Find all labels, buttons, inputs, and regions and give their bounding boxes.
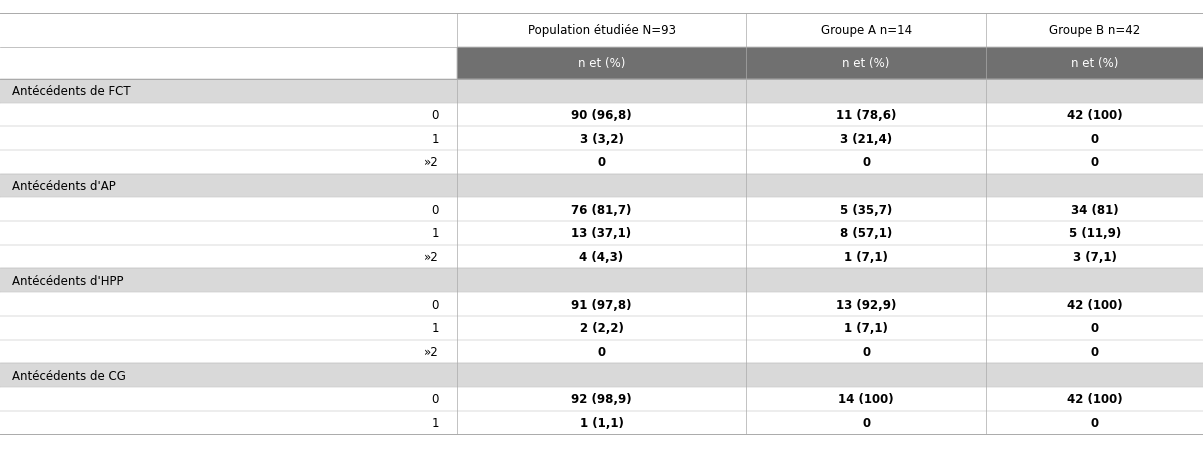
Text: 0: 0 <box>1091 416 1098 429</box>
Text: 0: 0 <box>1091 345 1098 358</box>
Text: Antécédents d'HPP: Antécédents d'HPP <box>12 274 124 287</box>
Text: 0: 0 <box>1091 132 1098 145</box>
Bar <box>457 48 1203 80</box>
Text: Groupe B n=42: Groupe B n=42 <box>1049 24 1140 37</box>
Text: 1 (7,1): 1 (7,1) <box>845 322 888 334</box>
Text: »2: »2 <box>425 156 439 169</box>
Bar <box>0 174 1203 198</box>
Text: 0: 0 <box>1091 322 1098 334</box>
Text: 91 (97,8): 91 (97,8) <box>571 298 632 311</box>
Text: 1 (1,1): 1 (1,1) <box>580 416 623 429</box>
Bar <box>0 80 1203 103</box>
Bar <box>0 198 1203 222</box>
Text: 0: 0 <box>863 345 870 358</box>
Bar <box>0 364 1203 387</box>
Text: Antécédents de FCT: Antécédents de FCT <box>12 85 131 98</box>
Text: 0: 0 <box>432 298 439 311</box>
Text: 3 (7,1): 3 (7,1) <box>1073 251 1116 263</box>
Text: 2 (2,2): 2 (2,2) <box>580 322 623 334</box>
Text: »2: »2 <box>425 251 439 263</box>
Text: n et (%): n et (%) <box>1071 57 1119 70</box>
Text: 42 (100): 42 (100) <box>1067 298 1122 311</box>
Text: 8 (57,1): 8 (57,1) <box>840 227 893 240</box>
Text: 0: 0 <box>863 156 870 169</box>
Bar <box>0 245 1203 269</box>
Bar <box>0 340 1203 364</box>
Text: 0: 0 <box>432 393 439 405</box>
Text: 5 (35,7): 5 (35,7) <box>840 203 893 216</box>
Text: 1: 1 <box>432 227 439 240</box>
Text: n et (%): n et (%) <box>842 57 890 70</box>
Text: 0: 0 <box>432 203 439 216</box>
Text: 0: 0 <box>598 345 605 358</box>
Text: 0: 0 <box>432 109 439 121</box>
Text: n et (%): n et (%) <box>577 57 626 70</box>
Text: 1: 1 <box>432 322 439 334</box>
Bar <box>0 293 1203 316</box>
Text: 13 (37,1): 13 (37,1) <box>571 227 632 240</box>
Bar <box>0 151 1203 174</box>
Bar <box>0 411 1203 435</box>
Text: 90 (96,8): 90 (96,8) <box>571 109 632 121</box>
Text: 1: 1 <box>432 416 439 429</box>
Text: 13 (92,9): 13 (92,9) <box>836 298 896 311</box>
Bar <box>0 127 1203 151</box>
Text: 4 (4,3): 4 (4,3) <box>580 251 623 263</box>
Text: 3 (3,2): 3 (3,2) <box>580 132 623 145</box>
Bar <box>0 103 1203 127</box>
Text: Groupe A n=14: Groupe A n=14 <box>820 24 912 37</box>
Bar <box>0 387 1203 411</box>
Text: Antécédents de CG: Antécédents de CG <box>12 369 126 382</box>
Text: 1: 1 <box>432 132 439 145</box>
Text: 14 (100): 14 (100) <box>838 393 894 405</box>
Text: 34 (81): 34 (81) <box>1071 203 1119 216</box>
Bar <box>0 316 1203 340</box>
Text: Antécédents d'AP: Antécédents d'AP <box>12 180 115 192</box>
Text: 5 (11,9): 5 (11,9) <box>1068 227 1121 240</box>
Text: 11 (78,6): 11 (78,6) <box>836 109 896 121</box>
Text: 0: 0 <box>598 156 605 169</box>
Text: 0: 0 <box>863 416 870 429</box>
Text: 0: 0 <box>1091 156 1098 169</box>
Bar <box>0 222 1203 245</box>
Text: 1 (7,1): 1 (7,1) <box>845 251 888 263</box>
Text: 42 (100): 42 (100) <box>1067 109 1122 121</box>
Text: »2: »2 <box>425 345 439 358</box>
Text: Population étudiée N=93: Population étudiée N=93 <box>527 24 676 37</box>
Text: 76 (81,7): 76 (81,7) <box>571 203 632 216</box>
Bar <box>0 269 1203 293</box>
Text: 42 (100): 42 (100) <box>1067 393 1122 405</box>
Text: 92 (98,9): 92 (98,9) <box>571 393 632 405</box>
Text: 3 (21,4): 3 (21,4) <box>840 132 893 145</box>
